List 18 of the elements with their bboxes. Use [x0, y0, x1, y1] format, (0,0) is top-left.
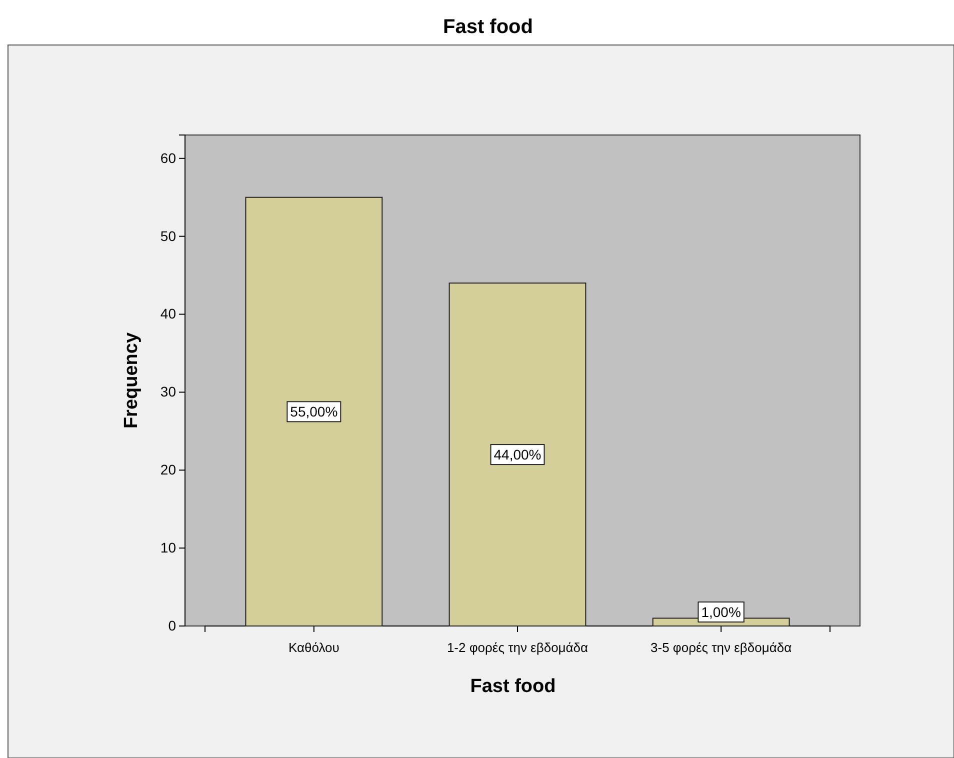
y-tick-label: 50 — [160, 228, 176, 244]
data-label: 55,00% — [290, 404, 338, 420]
chart-title: Fast food — [443, 16, 533, 38]
data-label: 44,00% — [494, 446, 542, 463]
y-tick-label: 60 — [160, 150, 176, 166]
x-tick-label: Καθόλου — [288, 640, 340, 655]
x-tick-label: 3-5 φορές την εβδομάδα — [650, 640, 792, 655]
bar — [245, 196, 383, 626]
y-tick-label: 0 — [168, 617, 176, 634]
x-tick-label: 1-2 φορές την εβδομάδα — [446, 640, 589, 655]
data-label: 1,00% — [701, 604, 741, 620]
y-tick-label: 10 — [160, 540, 176, 556]
bar — [448, 282, 586, 626]
y-axis-title: Frequency — [121, 332, 142, 429]
y-tick-label: 20 — [160, 462, 176, 478]
x-axis-title: Fast food — [470, 676, 556, 697]
y-tick-label: 40 — [160, 306, 176, 322]
y-tick-label: 30 — [160, 384, 176, 400]
